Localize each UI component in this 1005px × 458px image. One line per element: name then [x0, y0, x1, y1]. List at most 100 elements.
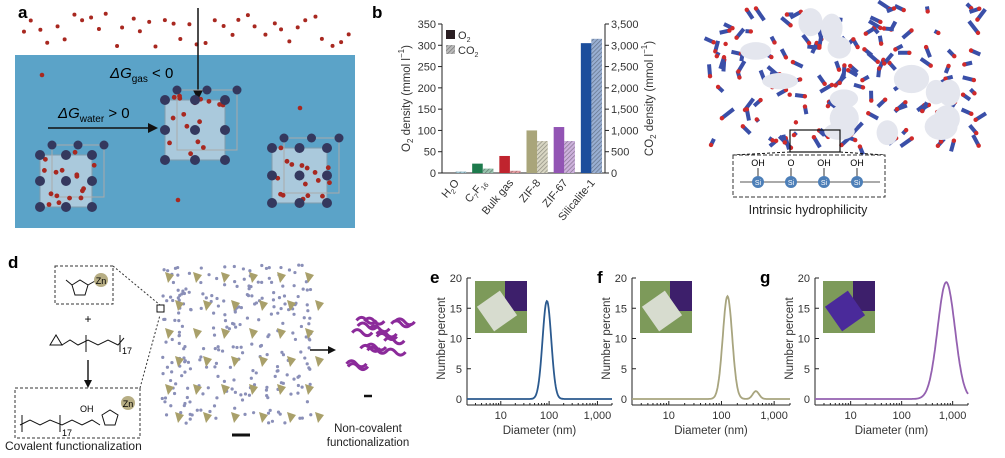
gas-molecule	[313, 14, 318, 19]
imidazolate-atom	[304, 280, 308, 284]
oxygen-atom	[909, 28, 914, 33]
imidazolate-atom	[235, 345, 239, 350]
trapped-gas	[197, 119, 202, 125]
gas-molecule	[153, 44, 158, 49]
imidazolate-atom	[209, 299, 213, 304]
y-tick-label-right: 1,000	[611, 125, 639, 137]
panel-label-f: f	[597, 268, 603, 287]
zn-tetrahedron	[175, 412, 184, 423]
y-tick-label-left: 300	[418, 40, 436, 52]
pore	[798, 8, 823, 37]
zn-node	[160, 155, 170, 165]
oxygen-atom	[935, 143, 941, 149]
imidazolate-atom	[305, 288, 309, 292]
imidazolate-atom	[300, 263, 304, 267]
oxygen-atom	[802, 94, 808, 99]
imidazolate-atom	[296, 391, 300, 395]
imidazolate-atom	[267, 421, 271, 425]
imidazolate-atom	[183, 370, 187, 374]
zn-node	[87, 150, 97, 160]
ylabel-part: 2	[649, 134, 658, 139]
bar-o2-ZIF-8	[526, 130, 538, 173]
imidazolate-atom	[216, 374, 220, 379]
oxygen-atom	[715, 84, 721, 90]
imidazolate-atom	[179, 411, 183, 415]
oxygen-atom	[923, 44, 929, 50]
oxygen-atom	[744, 107, 750, 112]
imidazolate-atom	[214, 361, 219, 365]
oxygen-atom	[822, 81, 827, 87]
trapped-gas	[200, 145, 206, 150]
y-axis-label: Number percent	[601, 296, 613, 379]
trapped-gas	[171, 94, 177, 100]
imidazolate-atom	[300, 416, 304, 420]
gas-molecule	[295, 25, 300, 30]
imidazolate-atom	[299, 324, 304, 329]
imidazolate-atom	[199, 280, 203, 285]
imidazolate-atom	[252, 383, 257, 387]
oxygen-atom	[969, 111, 974, 117]
imidazolate-atom	[302, 316, 306, 320]
zn-tetrahedron	[287, 300, 296, 311]
imidazolate-atom	[240, 351, 245, 355]
imidazolate-atom	[292, 377, 296, 381]
oxygen-atom	[737, 75, 742, 80]
y-tick-label-left: 250	[418, 62, 436, 74]
zn-node	[267, 170, 277, 181]
imidazolate-atom	[177, 311, 181, 315]
imidazolate-atom	[188, 412, 192, 416]
trapped-gas	[74, 173, 80, 179]
pore	[827, 36, 852, 59]
zn-node	[202, 85, 212, 95]
trapped-gas	[289, 162, 295, 167]
gas-molecule	[131, 16, 136, 21]
y-tick-label: 10	[798, 334, 810, 346]
imidazolate-atom	[260, 263, 264, 268]
helix	[375, 329, 398, 339]
y-tick-label: 20	[615, 273, 627, 285]
imidazolate-atom	[213, 365, 217, 369]
imidazolate-atom	[307, 366, 311, 370]
peg-epoxide	[49, 334, 125, 352]
oxygen-atom	[951, 138, 957, 143]
si-o-bond	[754, 7, 766, 22]
plus-sign: +	[84, 312, 91, 326]
imidazolate-atom	[282, 294, 287, 298]
imidazolate-atom	[250, 294, 254, 298]
imidazolate-atom	[177, 333, 181, 338]
zn-node	[87, 176, 97, 186]
oxygen-atom	[791, 132, 797, 138]
zif-cubes	[35, 85, 344, 212]
dg-water-label: ΔGwater > 0	[57, 105, 130, 125]
ylabel-part: O	[401, 143, 413, 152]
oxygen-atom	[907, 50, 912, 55]
repeat-count-top: 17	[122, 346, 132, 356]
imidazolate-atom	[214, 416, 218, 420]
imidazolate-atom	[230, 321, 235, 326]
oxygen-atom	[734, 35, 739, 40]
imidazolate-atom	[280, 350, 284, 354]
arrow-water-head	[148, 123, 158, 133]
imidazolate-atom	[304, 335, 308, 339]
oxygen-atom	[866, 111, 871, 116]
y-tick-label-right: 3,000	[611, 40, 639, 52]
trapped-gas	[188, 151, 194, 157]
zn-node	[307, 133, 316, 143]
imidazolate-atom	[242, 277, 246, 281]
y-tick-label-right: 1,500	[611, 104, 639, 116]
vial-photo-inset	[823, 281, 875, 333]
oxygen-atom	[903, 127, 909, 133]
bar-o2-Silicalite-1	[580, 43, 592, 174]
bar-o2-C7F16	[472, 163, 483, 173]
oxygen-atom	[727, 28, 732, 33]
ylabel-part: density (mmol l	[401, 58, 413, 139]
imidazolate-atom	[272, 305, 276, 309]
imidazolate-atom	[164, 413, 169, 417]
imidazolate-atom	[186, 386, 190, 390]
si-o-bond	[720, 107, 735, 120]
oxygen-atom	[977, 6, 982, 11]
imidazolate-atom	[293, 270, 297, 275]
